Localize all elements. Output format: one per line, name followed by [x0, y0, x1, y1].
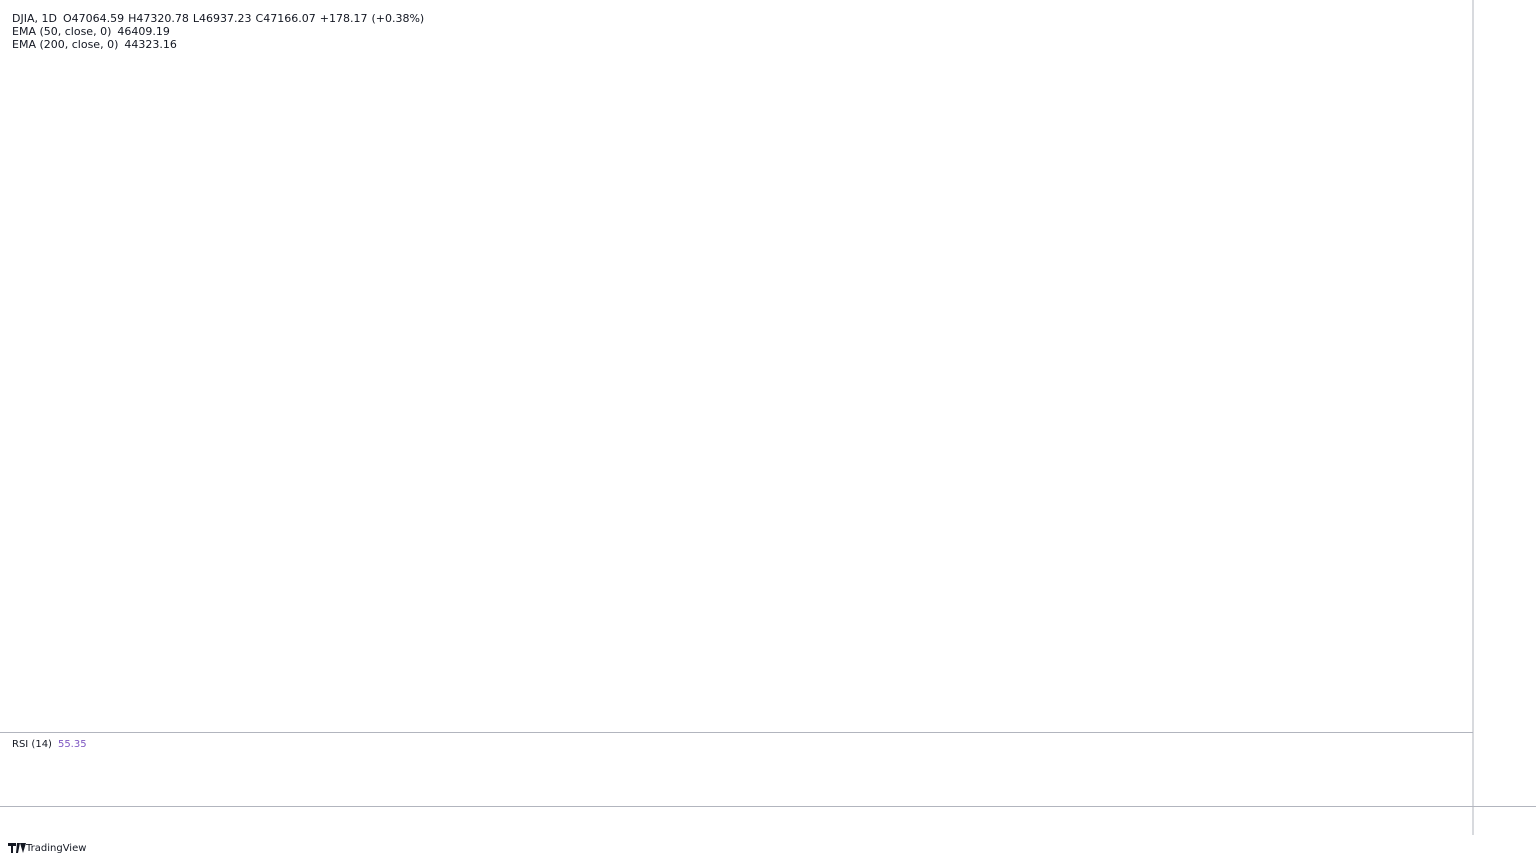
header: DJIA, 1D O47064.59 H47320.78 L46937.23 C4716… — [12, 12, 424, 25]
legend-value: 46409.19 — [117, 25, 170, 38]
ohlc-value: 47320.78 — [136, 12, 189, 25]
legend-name: EMA (200, close, 0) — [12, 38, 118, 51]
legend-value: 55.35 — [58, 739, 87, 750]
ohlc-value: 47166.07 — [263, 12, 316, 25]
rsi-legend: RSI (14) 55.35 — [12, 739, 87, 750]
ema-legend: EMA (50, close, 0) 46409.19 — [12, 25, 170, 38]
logo — [8, 843, 26, 853]
legend-name: RSI (14) — [12, 739, 52, 750]
ohlc-label: O — [63, 12, 72, 25]
change: +178.17 — [320, 12, 368, 25]
ohlc-value: 47064.59 — [72, 12, 125, 25]
legend-value: 44323.16 — [124, 38, 177, 51]
legend-name: EMA (50, close, 0) — [12, 25, 111, 38]
symbol: DJIA, 1D — [12, 12, 57, 25]
brand-name: TradingView — [25, 843, 86, 854]
ohlc-value: 46937.23 — [199, 12, 252, 25]
ohlc-label: H — [128, 12, 136, 25]
change-pct: (+0.38%) — [371, 12, 424, 25]
ema-legend: EMA (200, close, 0) 44323.16 — [12, 38, 177, 51]
ohlc-label: L — [193, 12, 200, 25]
legend: DJIA, 1D O47064.59 H47320.78 L46937.23 C4716… — [12, 12, 424, 750]
ohlc-label: C — [256, 12, 264, 25]
brand: TradingView — [8, 843, 86, 854]
